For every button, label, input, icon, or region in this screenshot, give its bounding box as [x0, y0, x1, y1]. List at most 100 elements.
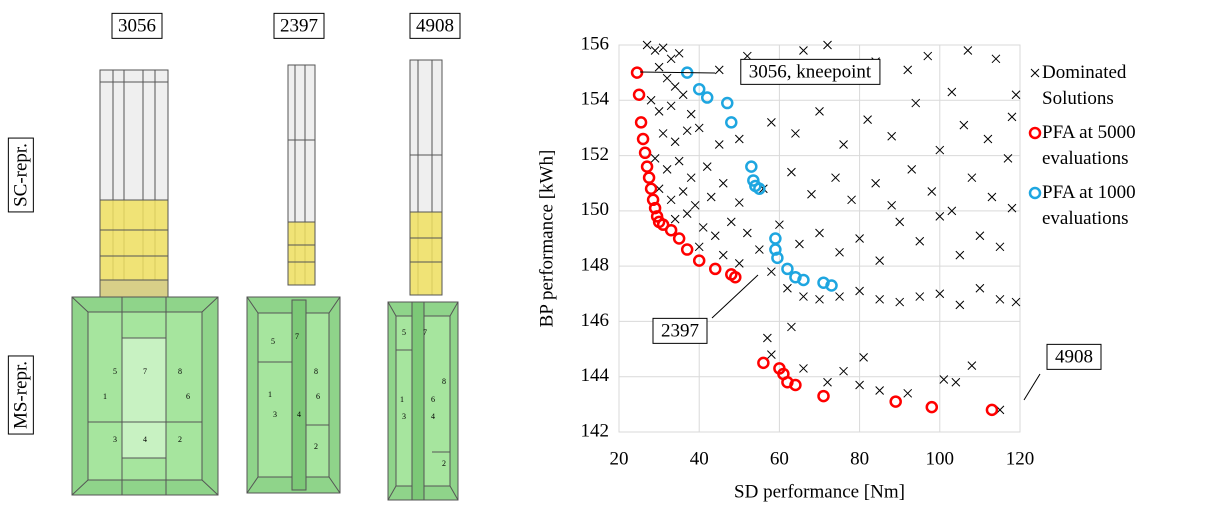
model-label: 4908: [416, 15, 454, 36]
point: [782, 264, 792, 274]
y-tick-label: 154: [581, 89, 610, 110]
legend-label: Dominated Solutions: [1042, 60, 1170, 112]
point: [928, 188, 936, 196]
point: [667, 102, 675, 110]
point: [787, 168, 795, 176]
point: [799, 364, 807, 372]
point: [799, 293, 807, 301]
point: [968, 362, 976, 370]
point: [655, 63, 663, 71]
row-label: SC-repr.: [10, 143, 31, 207]
legend-label: PFA at 1000 evaluations: [1042, 180, 1170, 232]
ms-cell-label: 2: [442, 459, 446, 468]
point: [675, 157, 683, 165]
y-tick-label: 148: [581, 255, 610, 276]
point: [767, 118, 775, 126]
point: [722, 98, 732, 108]
point: [707, 193, 715, 201]
point: [891, 397, 901, 407]
point: [687, 110, 695, 118]
point: [976, 232, 984, 240]
point: [876, 387, 884, 395]
point: [682, 245, 692, 255]
point: [1012, 298, 1020, 306]
point: [719, 179, 727, 187]
point: [876, 257, 884, 265]
point: [640, 148, 650, 158]
point: [699, 223, 707, 231]
ms-cell-label: 5: [271, 337, 275, 346]
x-tick-label: 80: [850, 448, 869, 469]
point: [746, 162, 756, 172]
point: [655, 107, 663, 115]
ms-cell-label: 1: [268, 390, 272, 399]
ms-cell-label: 3: [402, 412, 406, 421]
point: [715, 141, 723, 149]
point: [663, 165, 671, 173]
point: [710, 264, 720, 274]
point: [715, 66, 723, 74]
model-label: 3056: [118, 15, 156, 36]
point: [832, 174, 840, 182]
point: [671, 138, 679, 146]
point: [675, 49, 683, 57]
point: [848, 196, 856, 204]
ms-cell-label: 8: [178, 367, 182, 376]
point: [927, 402, 937, 412]
point: [795, 240, 803, 248]
point: [638, 134, 648, 144]
legend-marker: [1028, 66, 1042, 80]
point: [956, 251, 964, 259]
point: [952, 378, 960, 386]
point: [727, 218, 735, 226]
point: [719, 251, 727, 259]
point: [644, 173, 654, 183]
point: [687, 174, 695, 182]
point: [908, 165, 916, 173]
point: [691, 201, 699, 209]
point: [767, 351, 775, 359]
point: [703, 163, 711, 171]
point: [743, 52, 751, 60]
y-tick-label: 152: [581, 144, 610, 165]
row-label-group: SC-repr.: [8, 138, 33, 212]
ms-cell-label: 6: [186, 392, 190, 401]
ms-cell-label: 7: [423, 328, 427, 337]
annotation-leader: [640, 72, 715, 73]
legend-entry: Dominated Solutions: [1028, 60, 1178, 112]
annotation: 3056, kneepoint: [749, 61, 872, 82]
point: [726, 117, 736, 127]
figure: 305623974908SC-repr.MS-repr.578163425718…: [0, 0, 1208, 506]
point: [916, 237, 924, 245]
x-tick-label: 20: [610, 448, 629, 469]
point: [770, 234, 780, 244]
y-tick-label: 144: [581, 365, 610, 386]
point: [663, 74, 671, 82]
model-label: 2397: [280, 15, 318, 36]
point: [763, 334, 771, 342]
ms-cell-label: 5: [402, 328, 406, 337]
point: [836, 248, 844, 256]
point: [702, 93, 712, 103]
ms-cell-label: 1: [400, 395, 404, 404]
point: [904, 66, 912, 74]
point: [987, 405, 997, 415]
point: [767, 268, 775, 276]
y-tick-label: 142: [581, 420, 610, 441]
point: [816, 229, 824, 237]
ms-cell-label: 3: [113, 435, 117, 444]
ms-cell-label: 5: [113, 367, 117, 376]
point: [642, 162, 652, 172]
point: [916, 293, 924, 301]
point: [996, 243, 1004, 251]
annotation: 4908: [1055, 346, 1093, 367]
ms-cell-label: 8: [442, 377, 446, 386]
point: [636, 117, 646, 127]
ms-cell-label: 4: [143, 435, 147, 444]
x-tick-label: 120: [1006, 448, 1035, 469]
point: [840, 367, 848, 375]
y-tick-label: 146: [581, 310, 610, 331]
point: [671, 82, 679, 90]
point: [904, 389, 912, 397]
